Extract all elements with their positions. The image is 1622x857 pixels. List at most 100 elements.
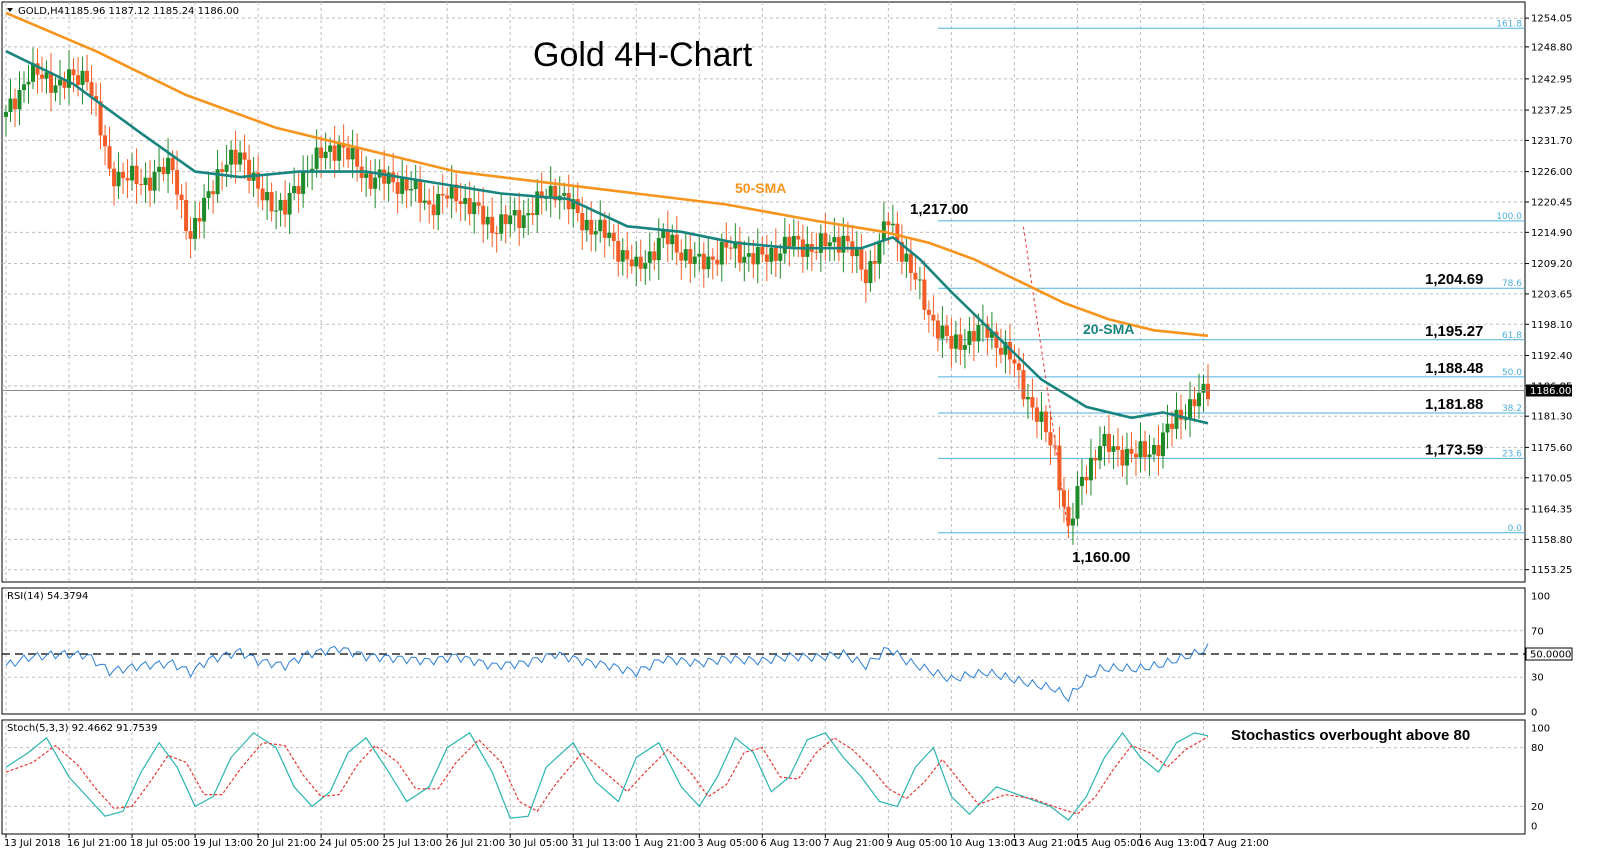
rsi-header: RSI(14) 54.3794 — [7, 591, 88, 602]
candle-body — [418, 180, 423, 203]
candle-body — [917, 279, 922, 281]
candle-body — [301, 172, 306, 194]
candle-body — [953, 334, 958, 349]
price-annotation: 1,195.27 — [1425, 323, 1483, 340]
candle-body — [877, 240, 882, 264]
candle-body — [4, 111, 8, 117]
candle-body — [1039, 411, 1044, 422]
rsi-line — [5, 643, 1209, 703]
current-price-box — [1526, 384, 1572, 397]
y-tick-label: 1242.95 — [1531, 74, 1572, 85]
candle-body — [967, 331, 972, 346]
y-tick-label: 1175.60 — [1531, 443, 1572, 454]
candle-body — [539, 191, 544, 199]
candle-body — [611, 232, 616, 241]
y-tick-label: 1248.80 — [1531, 42, 1572, 53]
candle-body — [935, 320, 940, 339]
chart-title: Gold 4H-Chart — [533, 36, 753, 74]
candle-body — [976, 324, 981, 342]
y-tick-label: 1214.90 — [1531, 228, 1572, 239]
candle-body — [454, 184, 459, 202]
stoch-annotation: Stochastics overbought above 80 — [1231, 727, 1470, 744]
stoch-header: Stoch(5,3,3) 92.4662 91.7539 — [7, 723, 158, 734]
candle-body — [787, 236, 792, 247]
candle-body — [1151, 444, 1156, 455]
candle-body — [814, 251, 819, 253]
candle-body — [841, 235, 846, 253]
x-tick-label: 9 Aug 05:00 — [886, 838, 947, 849]
candle-body — [737, 241, 742, 263]
candle-body — [62, 79, 67, 88]
candle-body — [206, 191, 211, 198]
candle-body — [854, 247, 859, 257]
price-annotation: 1,173.59 — [1425, 441, 1483, 458]
candle-body — [629, 259, 634, 267]
candle-body — [913, 272, 918, 280]
candle-body — [1097, 446, 1102, 461]
candle-body — [1057, 445, 1062, 491]
candle-body — [778, 253, 783, 261]
candle-body — [580, 213, 585, 231]
candle-body — [40, 74, 45, 79]
candle-body — [818, 233, 823, 253]
candle-body — [292, 186, 297, 193]
candle-body — [535, 191, 540, 216]
x-tick-label: 16 Aug 13:00 — [1138, 838, 1205, 849]
candle-body — [1079, 476, 1084, 487]
candle-body — [908, 253, 913, 273]
candle-body — [1030, 397, 1035, 408]
candle-body — [971, 331, 976, 342]
candle-body — [58, 79, 63, 86]
candle-body — [80, 70, 85, 85]
x-tick-label: 31 Jul 13:00 — [571, 838, 631, 849]
candle-body — [1174, 409, 1179, 429]
stoch-k-line — [5, 731, 1209, 821]
candle-body — [364, 173, 369, 178]
price-annotation: 1,181.88 — [1425, 396, 1483, 413]
candle-body — [832, 237, 837, 243]
candle-body — [1206, 383, 1210, 400]
candle-body — [701, 253, 706, 270]
candle-body — [1120, 449, 1125, 466]
candle-body — [823, 233, 828, 247]
stoch-panel-frame — [1, 719, 1526, 835]
candle-body — [134, 165, 139, 185]
collapse-arrow-icon[interactable] — [7, 8, 13, 12]
candle-body — [265, 192, 270, 201]
candle-body — [220, 169, 225, 172]
candle-body — [319, 147, 324, 159]
candle-body — [1196, 392, 1201, 407]
candle-body — [1084, 476, 1089, 481]
candle-body — [962, 345, 967, 350]
y-tick-label: 1237.25 — [1531, 106, 1572, 117]
candle-body — [1025, 397, 1030, 400]
candle-body — [1201, 383, 1206, 393]
fib-level-label: 50.0 — [1502, 368, 1522, 378]
candle-body — [575, 199, 580, 214]
x-tick-label: 17 Aug 21:00 — [1201, 838, 1268, 849]
candle-body — [161, 166, 166, 175]
candle-body — [949, 335, 954, 349]
candle-body — [607, 232, 612, 238]
candle-body — [751, 253, 756, 265]
rsi-tick-label: 0 — [1531, 708, 1537, 719]
candle-body — [1129, 448, 1134, 454]
candle-body — [526, 213, 531, 216]
candle-body — [1012, 359, 1017, 364]
rsi-tick-label: 100 — [1531, 592, 1550, 603]
candle-body — [724, 241, 729, 248]
y-tick-label: 1158.80 — [1531, 535, 1572, 546]
candle-body — [436, 193, 441, 216]
candle-body — [742, 256, 747, 263]
y-tick-label: 1220.45 — [1531, 197, 1572, 208]
candle-body — [175, 170, 180, 195]
candle-body — [373, 177, 378, 189]
sma50-line — [5, 11, 1209, 338]
candle-body — [143, 177, 148, 186]
candle-body — [719, 241, 724, 265]
candle-body — [490, 216, 495, 234]
y-tick-label: 1254.05 — [1531, 14, 1572, 25]
stoch-d-line — [5, 736, 1209, 815]
y-axis: 1254.05 1248.80 1242.95 1237.25 1231.70 1226.… — [1525, 14, 1573, 833]
x-tick-label: 1 Aug 21:00 — [634, 838, 695, 849]
